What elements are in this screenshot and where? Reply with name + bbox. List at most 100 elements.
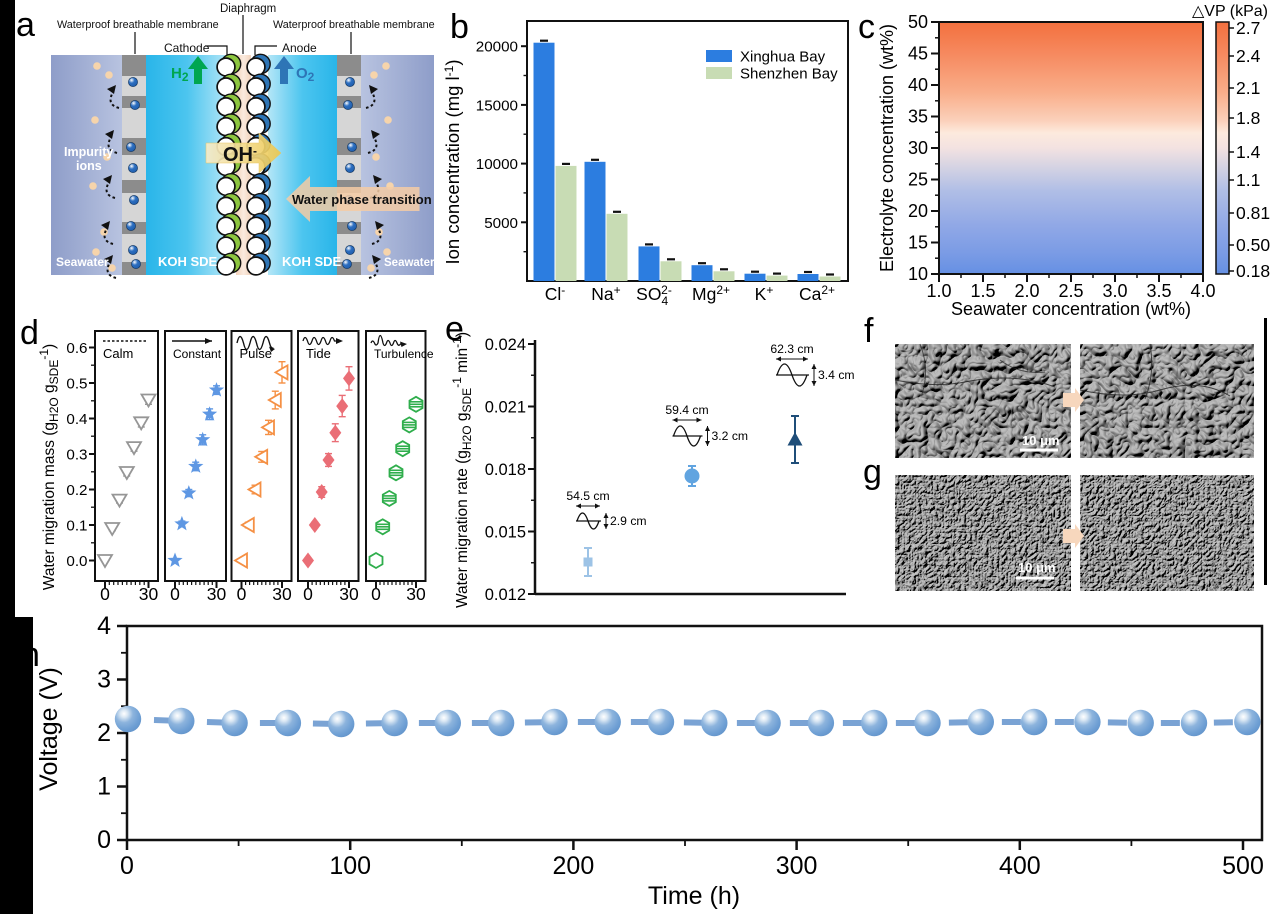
svg-text:2.9 cm: 2.9 cm xyxy=(610,514,647,528)
svg-text:1.5: 1.5 xyxy=(970,281,995,301)
svg-text:300: 300 xyxy=(776,852,818,880)
svg-text:Impurity: Impurity xyxy=(64,145,113,159)
svg-text:40: 40 xyxy=(908,75,928,95)
svg-text:3.5: 3.5 xyxy=(1146,281,1171,301)
svg-text:f: f xyxy=(864,312,874,350)
svg-text:H2: H2 xyxy=(171,65,189,84)
svg-text:2.5: 2.5 xyxy=(1058,281,1083,301)
svg-text:500: 500 xyxy=(1222,852,1264,880)
svg-text:59.4 cm: 59.4 cm xyxy=(665,403,708,417)
svg-text:Seawater: Seawater xyxy=(56,255,109,269)
svg-text:5000: 5000 xyxy=(484,215,518,232)
svg-text:30: 30 xyxy=(272,584,292,604)
svg-text:30: 30 xyxy=(139,584,159,604)
svg-text:15000: 15000 xyxy=(476,97,518,114)
svg-text:Shenzhen Bay: Shenzhen Bay xyxy=(740,66,838,83)
svg-text:10: 10 xyxy=(908,264,928,284)
svg-text:0.012: 0.012 xyxy=(485,586,526,604)
svg-text:O2: O2 xyxy=(296,65,315,84)
svg-text:g: g xyxy=(863,453,882,491)
svg-text:Cl-: Cl- xyxy=(545,283,566,304)
svg-text:b: b xyxy=(450,8,469,46)
svg-text:2.1: 2.1 xyxy=(1236,78,1260,98)
svg-text:K+: K+ xyxy=(755,283,774,304)
svg-text:SO42-: SO42- xyxy=(636,283,672,308)
svg-text:4.0: 4.0 xyxy=(1190,281,1215,301)
svg-text:3.0: 3.0 xyxy=(1102,281,1127,301)
svg-text:0.5: 0.5 xyxy=(66,376,87,393)
svg-text:e: e xyxy=(445,310,464,348)
svg-text:0.81: 0.81 xyxy=(1236,203,1270,223)
svg-text:ions: ions xyxy=(76,159,102,173)
svg-text:30: 30 xyxy=(406,584,426,604)
svg-text:2: 2 xyxy=(97,719,111,747)
svg-text:1.1: 1.1 xyxy=(1236,170,1260,190)
svg-text:Water migration rate (gH2O gSD: Water migration rate (gH2O gSDE-1 min-1) xyxy=(450,332,474,608)
svg-text:0.024: 0.024 xyxy=(485,336,526,354)
svg-text:a: a xyxy=(16,6,35,44)
svg-text:54.5 cm: 54.5 cm xyxy=(566,489,609,503)
svg-text:Diaphragm: Diaphragm xyxy=(220,3,276,15)
svg-text:Xinghua Bay: Xinghua Bay xyxy=(740,49,826,66)
svg-text:Ca2+: Ca2+ xyxy=(799,283,835,304)
svg-text:Electrolyte concentration (wt%: Electrolyte concentration (wt%) xyxy=(877,24,897,272)
svg-text:200: 200 xyxy=(553,852,595,880)
svg-text:Time (h): Time (h) xyxy=(648,882,740,910)
svg-text:KOH SDE: KOH SDE xyxy=(282,254,342,269)
svg-text:Cathode: Cathode xyxy=(164,41,210,55)
svg-text:0.2: 0.2 xyxy=(66,482,87,499)
svg-text:0.0: 0.0 xyxy=(66,553,87,570)
svg-text:2.7: 2.7 xyxy=(1236,18,1260,38)
svg-text:Voltage (V): Voltage (V) xyxy=(35,667,63,791)
svg-text:Seawater: Seawater xyxy=(384,257,435,269)
svg-text:d: d xyxy=(20,314,39,352)
svg-text:0.018: 0.018 xyxy=(485,461,526,479)
svg-text:KOH SDE: KOH SDE xyxy=(158,254,218,269)
svg-text:45: 45 xyxy=(908,44,928,64)
svg-text:0: 0 xyxy=(97,826,111,854)
svg-text:10000: 10000 xyxy=(476,156,518,173)
svg-text:3: 3 xyxy=(97,666,111,694)
svg-text:35: 35 xyxy=(908,107,928,127)
svg-text:c: c xyxy=(858,8,875,46)
svg-text:0.021: 0.021 xyxy=(485,399,526,417)
svg-text:Seawater concentration (wt%): Seawater concentration (wt%) xyxy=(951,299,1191,319)
svg-text:Water phase transition: Water phase transition xyxy=(292,192,432,207)
svg-text:Anode: Anode xyxy=(282,41,317,55)
svg-text:1.8: 1.8 xyxy=(1236,108,1260,128)
svg-text:Mg2+: Mg2+ xyxy=(692,283,730,304)
svg-text:0: 0 xyxy=(100,584,110,604)
svg-text:0.015: 0.015 xyxy=(485,524,526,542)
svg-text:3.2 cm: 3.2 cm xyxy=(712,429,749,443)
svg-text:1: 1 xyxy=(97,773,111,801)
svg-text:0.4: 0.4 xyxy=(66,411,87,428)
svg-text:20: 20 xyxy=(908,201,928,221)
svg-text:1.4: 1.4 xyxy=(1236,142,1261,162)
svg-text:1.0: 1.0 xyxy=(926,281,951,301)
svg-text:△VP (kPa): △VP (kPa) xyxy=(1192,3,1268,20)
svg-text:30: 30 xyxy=(207,584,227,604)
svg-text:Turbulence: Turbulence xyxy=(374,347,434,361)
svg-text:20000: 20000 xyxy=(476,39,518,56)
svg-text:Calm: Calm xyxy=(103,346,133,361)
svg-text:0: 0 xyxy=(303,584,313,604)
svg-text:0.6: 0.6 xyxy=(66,340,87,357)
svg-text:3.4 cm: 3.4 cm xyxy=(818,368,855,382)
svg-text:2.0: 2.0 xyxy=(1014,281,1039,301)
svg-text:4: 4 xyxy=(97,612,111,640)
svg-text:0.50: 0.50 xyxy=(1236,235,1270,255)
svg-text:10 μm: 10 μm xyxy=(1018,560,1056,575)
svg-text:30: 30 xyxy=(339,584,359,604)
svg-text:0: 0 xyxy=(237,584,247,604)
svg-text:0: 0 xyxy=(371,584,381,604)
svg-text:30: 30 xyxy=(908,138,928,158)
svg-text:Constant: Constant xyxy=(173,347,222,361)
svg-text:25: 25 xyxy=(908,170,928,190)
svg-text:0: 0 xyxy=(120,852,134,880)
svg-text:10 μm: 10 μm xyxy=(1022,433,1060,448)
svg-text:2.4: 2.4 xyxy=(1236,46,1261,66)
svg-text:400: 400 xyxy=(999,852,1041,880)
svg-text:62.3 cm: 62.3 cm xyxy=(770,342,813,356)
svg-text:Water migration mass (gH2O gSD: Water migration mass (gH2O gSDE-1) xyxy=(37,344,61,590)
svg-text:Ion concentration (mg l-1): Ion concentration (mg l-1) xyxy=(442,59,463,264)
